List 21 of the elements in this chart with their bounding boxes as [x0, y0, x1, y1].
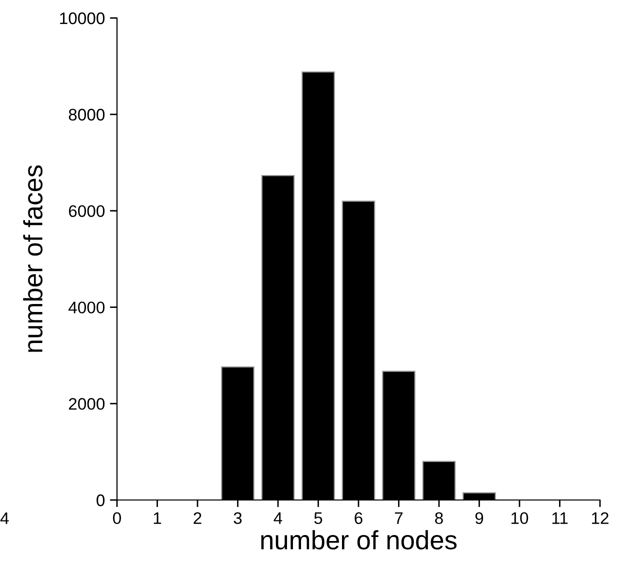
x-tick-label: 4 — [274, 512, 282, 524]
x-axis-title: number of nodes — [261, 530, 457, 550]
x-tick-label: 8 — [435, 512, 443, 524]
y-tick-label: 10000 — [60, 12, 105, 24]
x-tick-label: 0 — [113, 512, 121, 524]
y-tick-label: 2000 — [68, 398, 105, 410]
x-tick-label: 6 — [354, 512, 362, 524]
x-tick-label: 5 — [314, 512, 322, 524]
y-tick-label: 4000 — [68, 302, 105, 314]
x-tick-label: 2 — [194, 512, 202, 524]
x-tick-label: 11 — [552, 512, 568, 524]
y-axis-title: number of faces — [23, 165, 43, 352]
x-tick-label: 7 — [394, 512, 403, 524]
x-tick-label: 10 — [512, 512, 528, 524]
y-tick-label: 0 — [96, 494, 105, 506]
x-tick-label: 9 — [475, 512, 484, 524]
x-tick-label: 1 — [154, 512, 162, 524]
y-tick-label: 6000 — [68, 205, 105, 218]
x-tick-label: 12 — [592, 512, 608, 524]
y-tick-label: 8000 — [68, 108, 105, 121]
x-tick-label: 3 — [234, 512, 242, 524]
